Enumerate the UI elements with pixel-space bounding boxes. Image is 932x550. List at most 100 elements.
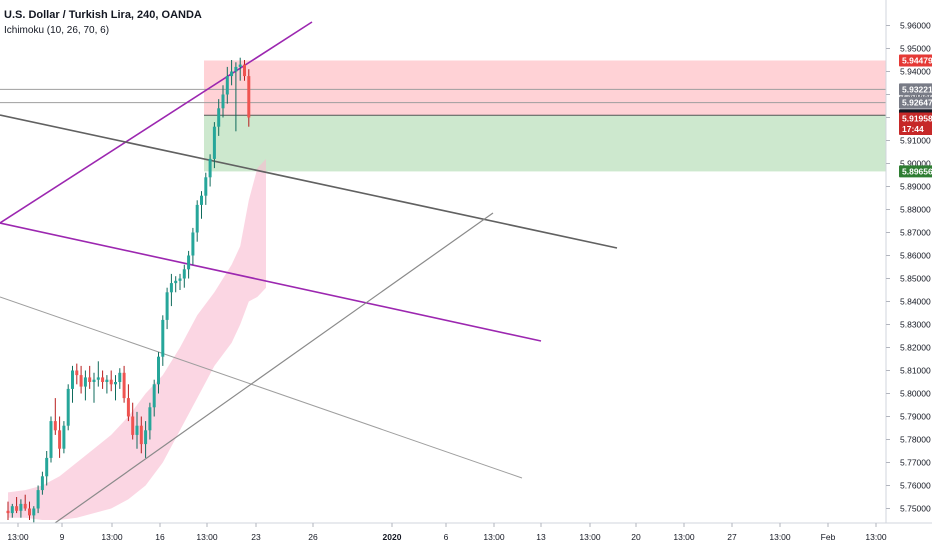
y-tick-label: 5.85000 <box>900 274 931 284</box>
candle-body <box>114 382 117 385</box>
candle-body <box>28 508 31 516</box>
candle-body <box>10 506 14 514</box>
x-tick-label: 9 <box>60 532 65 542</box>
symbol-title: U.S. Dollar / Turkish Lira, 240, OANDA <box>4 9 202 21</box>
y-tick-label: 5.77000 <box>900 458 931 468</box>
x-tick-label: 6 <box>444 532 449 542</box>
candle-body <box>15 506 19 511</box>
price-badge <box>899 83 932 96</box>
candle-body <box>161 319 165 357</box>
candle-body <box>247 76 251 118</box>
candle-body <box>101 377 105 382</box>
candle-body <box>23 503 27 509</box>
x-tick-label: 16 <box>155 532 165 542</box>
price-badge-label: 17:44 <box>902 124 924 134</box>
candle-body <box>230 71 234 77</box>
x-tick-label: 2020 <box>383 532 402 542</box>
y-tick-label: 5.87000 <box>900 228 931 238</box>
y-tick-label: 5.83000 <box>900 320 931 330</box>
candle-body <box>62 425 66 449</box>
candle-body <box>148 407 152 431</box>
x-tick-label: 27 <box>727 532 737 542</box>
price-badge-label: 5.91958 <box>902 113 932 123</box>
price-badge <box>899 165 932 178</box>
y-tick-label: 5.84000 <box>900 297 931 307</box>
candle-body <box>126 398 130 417</box>
y-tick-label: 5.79000 <box>900 412 931 422</box>
price-badge-label: 5.94479 <box>902 55 932 65</box>
y-tick-label: 5.94000 <box>900 67 931 77</box>
candle-body <box>53 421 57 431</box>
candle-body <box>212 126 216 159</box>
candle-body <box>169 283 173 293</box>
y-tick-label: 5.76000 <box>900 481 931 491</box>
stop-loss-zone <box>204 60 886 116</box>
candle-body <box>135 425 139 435</box>
candle-body <box>109 379 113 385</box>
x-tick-label: 26 <box>308 532 318 542</box>
candle-body <box>88 377 92 382</box>
price-badge <box>899 112 932 125</box>
candle-body <box>204 177 208 196</box>
price-badge <box>899 54 932 67</box>
candle-body <box>182 269 186 279</box>
y-tick-label: 5.96000 <box>900 21 931 31</box>
candle-body <box>105 379 109 382</box>
candle-body <box>178 278 182 281</box>
candle-body <box>238 64 242 67</box>
candle-body <box>79 375 83 387</box>
price-badge <box>899 123 932 135</box>
candle-body <box>75 370 79 376</box>
candle-body <box>225 76 229 95</box>
candle-body <box>96 377 100 380</box>
take-profit-zone <box>204 115 886 172</box>
gray-trendline-light <box>0 296 523 479</box>
y-tick-label: 5.91000 <box>900 136 931 146</box>
candle-body <box>187 255 191 270</box>
candle-body <box>139 425 143 445</box>
candle-body <box>208 158 212 178</box>
candle-body <box>165 292 169 320</box>
candle-body <box>6 510 10 514</box>
y-tick-label: 5.90000 <box>900 159 931 169</box>
y-tick-label: 5.78000 <box>900 435 931 445</box>
gray-trendline-dark <box>0 114 618 249</box>
candle-body <box>32 508 36 516</box>
candle-body <box>83 377 87 387</box>
x-tick-label: 13:00 <box>769 532 791 542</box>
y-tick-label: 5.82000 <box>900 343 931 353</box>
x-tick-label: 13:00 <box>579 532 601 542</box>
x-tick-label: 13:00 <box>673 532 695 542</box>
x-tick-label: 23 <box>251 532 261 542</box>
candle-body <box>40 476 44 491</box>
candle-body <box>92 379 96 382</box>
price-badge-label: 5.93221 <box>902 84 932 94</box>
x-tick-label: 13:00 <box>865 532 887 542</box>
candle-body <box>217 108 221 127</box>
price-badge <box>899 96 932 109</box>
candle-body <box>191 232 195 256</box>
y-tick-label: 5.86000 <box>900 251 931 261</box>
candle-body <box>174 280 178 284</box>
candle-body <box>36 490 40 509</box>
purple-trendline-upper <box>0 21 313 224</box>
candle-body <box>66 388 70 426</box>
x-tick-label: 20 <box>631 532 641 542</box>
x-tick-label: Feb <box>821 532 836 542</box>
candle-body <box>200 195 203 205</box>
candle-body <box>122 372 126 399</box>
y-tick-label: 5.88000 <box>900 205 931 215</box>
x-tick-label: 13:00 <box>196 532 218 542</box>
candle-body <box>45 457 49 477</box>
candle-body <box>152 384 156 408</box>
indicator-legend[interactable]: Ichimoku (10, 26, 70, 6) <box>4 25 110 36</box>
purple-trendline-lower <box>0 222 542 342</box>
y-tick-label: 5.95000 <box>900 44 931 54</box>
x-tick-label: 13 <box>536 532 546 542</box>
candle-body <box>49 421 53 458</box>
candle-body <box>234 66 238 72</box>
y-tick-label: 5.80000 <box>900 389 931 399</box>
x-tick-label: 13:00 <box>101 532 123 542</box>
